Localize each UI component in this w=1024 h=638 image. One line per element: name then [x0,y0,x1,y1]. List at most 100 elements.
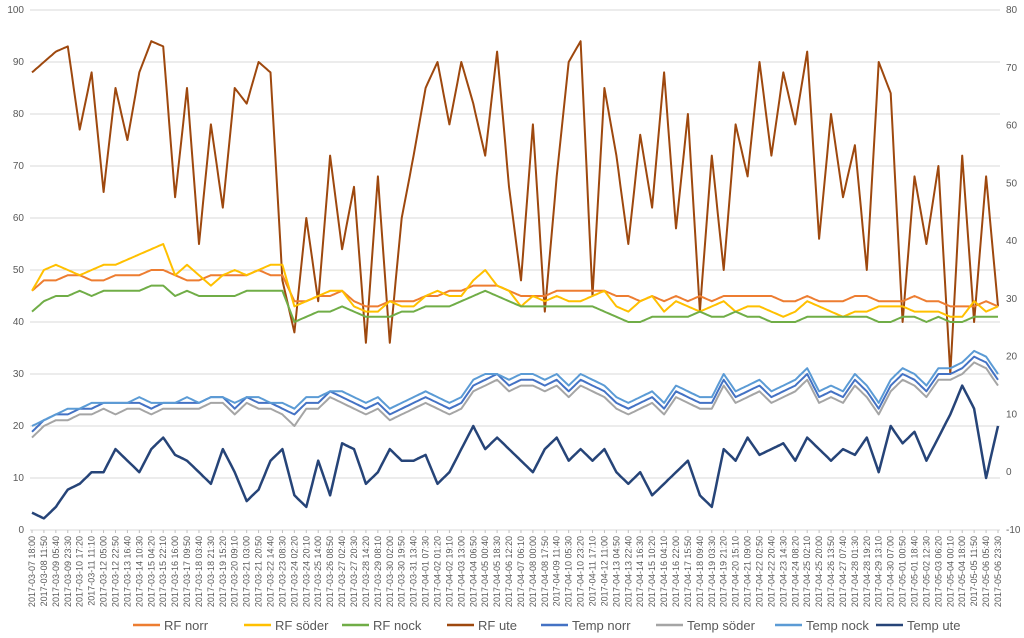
x-tick-label: 2017-03-12 05:00 [99,536,109,607]
x-tick-label: 2017-04-12 11:00 [599,536,609,606]
series-line-temp-nock [31,349,999,427]
x-tick-label: 2017-05-02 12:30 [921,536,931,607]
x-tick-label: 2017-03-22 14:40 [266,536,276,607]
x-tick-label: 2017-05-01 18:40 [910,536,920,607]
x-tick-label: 2017-04-02 01:20 [432,536,442,607]
legend-label-temp-nock: Temp nock [806,618,869,633]
x-tick-label: 2017-03-24 02:20 [289,536,299,607]
x-tick-label: 2017-04-28 01:30 [850,536,860,607]
x-tick-label: 2017-03-28 14:20 [361,536,371,607]
x-tick-label: 2017-03-30 19:50 [397,536,407,607]
y-left-tick-label: 90 [13,57,25,68]
x-tick-label: 2017-03-12 22:50 [110,536,120,607]
x-tick-label: 2017-04-09 11:40 [552,536,562,606]
x-tick-label: 2017-05-04 18:00 [957,536,967,607]
legend-label-rf-norr: RF norr [164,618,209,633]
x-tick-label: 2017-05-03 06:20 [933,536,943,607]
y-right-tick-label: 0 [1006,467,1012,478]
x-tick-label: 2017-04-06 12:20 [504,536,514,607]
x-tick-label: 2017-05-04 00:10 [945,536,955,607]
x-tick-label: 2017-04-30 07:00 [886,536,896,607]
x-tick-label: 2017-03-08 11:50 [39,536,49,606]
x-tick-label: 2017-03-15 22:10 [158,536,168,607]
x-tick-label: 2017-04-08 00:00 [528,536,538,607]
legend-label-rf-soder: RF söder [275,618,329,633]
x-tick-label: 2017-04-25 20:00 [814,536,824,607]
x-tick-label: 2017-05-06 23:30 [993,536,1003,607]
x-tick-label: 2017-04-16 04:10 [659,536,669,607]
x-tick-label: 2017-03-09 23:30 [63,536,73,607]
series-line-rf-nock [31,284,998,323]
x-tick-label: 2017-04-13 22:40 [623,536,633,607]
y-right-tick-label: 30 [1006,294,1018,305]
x-tick-label: 2017-03-07 18:00 [27,536,37,607]
series-line-temp-ute [31,384,1000,520]
x-tick-label: 2017-04-14 16:30 [635,536,645,607]
x-tick-label: 2017-04-15 10:20 [647,536,657,607]
x-tick-label: 2017-04-08 17:50 [540,536,550,607]
y-right-tick-label: 40 [1006,236,1018,247]
x-tick-label: 2017-05-01 00:50 [898,536,908,607]
x-tick-label: 2017-03-14 10:30 [134,536,144,607]
series-line-rf-soder [31,243,999,318]
x-tick-label: 2017-04-11 17:10 [588,536,598,606]
y-axis-left: 0 10 20 30 40 50 60 70 80 90 100 [7,5,24,536]
legend-label-temp-norr: Temp norr [572,618,631,633]
x-tick-label: 2017-04-07 06:10 [516,536,526,607]
x-tick-label: 2017-03-24 20:10 [301,536,311,607]
series-line-rf-ute [31,40,999,375]
series-line-temp-norr [31,355,999,433]
y-left-tick-label: 100 [7,5,24,16]
x-tick-label: 2017-03-13 16:40 [122,536,132,607]
x-tick-label: 2017-03-16 16:00 [170,536,180,607]
x-tick-label: 2017-03-30 02:00 [385,536,395,607]
y-axis-right: -10 0 10 20 30 40 50 60 70 80 [1006,5,1021,536]
x-tick-label: 2017-04-19 21:20 [719,536,729,607]
x-tick-label: 2017-03-27 02:40 [337,536,347,607]
x-tick-label: 2017-03-18 03:40 [194,536,204,607]
y-left-tick-label: 80 [13,109,25,120]
x-tick-label: 2017-03-10 17:20 [75,536,85,607]
series-lines [31,40,1000,520]
x-tick-label: 2017-03-27 20:30 [349,536,359,607]
x-tick-label: 2017-04-10 05:30 [564,536,574,607]
legend: RF norr RF söder RF nock RF ute Temp norr Tem… [133,618,960,633]
x-axis: 2017-03-07 18:00 2017-03-08 11:50 2017-03-… [27,530,1003,607]
x-tick-label: 2017-04-29 13:10 [874,536,884,607]
gridlines [30,9,1000,531]
x-tick-label: 2017-04-25 02:10 [802,536,812,607]
x-tick-label: 2017-04-23 14:30 [778,536,788,607]
y-left-tick-label: 70 [13,161,25,172]
x-tick-label: 2017-05-05 11:50 [969,536,979,606]
legend-label-rf-ute: RF ute [478,618,517,633]
x-tick-label: 2017-04-17 15:50 [683,536,693,607]
x-tick-label: 2017-04-16 22:00 [671,536,681,607]
x-tick-label: 2017-04-24 08:20 [790,536,800,607]
legend-label-temp-ute: Temp ute [907,618,960,633]
x-tick-label: 2017-03-25 14:00 [313,536,323,607]
x-tick-label: 2017-03-23 08:30 [277,536,287,607]
y-left-tick-label: 10 [13,473,25,484]
x-tick-label: 2017-04-10 23:20 [576,536,586,607]
x-tick-label: 2017-04-05 00:40 [480,536,490,607]
x-tick-label: 2017-05-06 05:40 [981,536,991,607]
y-left-tick-label: 50 [13,265,25,276]
y-right-tick-label: 10 [1006,409,1018,420]
x-tick-label: 2017-04-21 09:00 [743,536,753,607]
x-tick-label: 2017-03-20 09:10 [230,536,240,607]
x-tick-label: 2017-04-22 02:50 [754,536,764,607]
x-tick-label: 2017-03-29 08:10 [373,536,383,607]
y-left-tick-label: 20 [13,421,25,432]
x-tick-label: 2017-04-26 13:50 [826,536,836,607]
x-tick-label: 2017-04-02 19:10 [444,536,454,607]
x-tick-label: 2017-03-11 11:10 [87,536,97,606]
y-left-tick-label: 40 [13,317,25,328]
series-line-rf-norr [31,269,999,308]
series-line-temp-soder [31,361,999,439]
y-left-tick-label: 30 [13,369,25,380]
x-tick-label: 2017-03-18 21:30 [206,536,216,607]
x-tick-label: 2017-03-21 03:00 [242,536,252,607]
x-tick-label: 2017-04-05 18:30 [492,536,502,607]
